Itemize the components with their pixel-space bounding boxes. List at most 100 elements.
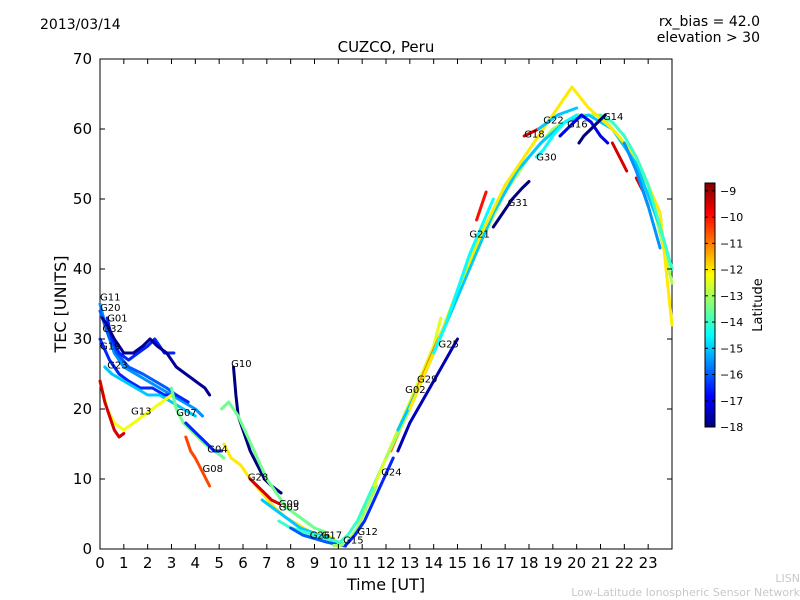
y-tick-label: 30 <box>73 330 92 348</box>
series-line <box>534 113 579 159</box>
x-tick-label: 6 <box>238 554 248 572</box>
series-label: G14 <box>603 112 623 123</box>
colorbar-tick-label: −12 <box>720 264 743 277</box>
series-line <box>332 484 378 547</box>
x-tick-label: 20 <box>567 554 586 572</box>
x-tick-label: 21 <box>591 554 610 572</box>
series-line <box>522 127 540 138</box>
series-line <box>610 141 629 173</box>
colorbar-ticks: −9 −10 −11 −12 −13 −14 −15 −16 −17 −18 <box>705 185 743 434</box>
rx-bias: rx_bias = 42.0 <box>658 14 760 30</box>
plot-frame <box>99 58 673 550</box>
colorbar-tick-label: −9 <box>720 185 736 198</box>
series-label: G31 <box>508 198 528 209</box>
series-label: G28 <box>248 472 268 483</box>
colorbar-tick-label: −18 <box>720 421 743 434</box>
x-tick-label: 5 <box>214 554 224 572</box>
series-line <box>577 113 607 145</box>
series-line <box>98 309 178 397</box>
x-tick-label: 9 <box>310 554 320 572</box>
series-label: G29 <box>417 374 437 385</box>
x-tick-label: 12 <box>376 554 395 572</box>
credit-long: Low-Latitude Ionospheric Sensor Network <box>571 586 800 599</box>
series-label: G05 <box>279 503 299 514</box>
series-line <box>491 180 531 229</box>
series-label: G24 <box>381 468 401 479</box>
series-label: G18 <box>524 129 544 140</box>
series-label: G19 <box>100 342 120 353</box>
series-line <box>100 316 212 397</box>
series-line <box>432 197 495 355</box>
y-tick-label: 0 <box>82 540 92 558</box>
series-label: G16 <box>567 120 587 131</box>
x-tick-label: 7 <box>262 554 272 572</box>
series-line <box>558 113 610 145</box>
series-line <box>184 435 212 488</box>
x-tick-label: 16 <box>472 554 491 572</box>
x-tick-label: 14 <box>424 554 443 572</box>
colorbar-tick-label: −11 <box>720 237 743 250</box>
x-tick-label: 0 <box>95 554 105 572</box>
x-tick-label: 2 <box>143 554 153 572</box>
series-label: G23 <box>107 360 127 371</box>
y-tick-label: 70 <box>73 50 92 68</box>
x-tick-label: 1 <box>119 554 129 572</box>
series-label: G09 <box>279 499 299 510</box>
y-tick-label: 60 <box>73 120 92 138</box>
colorbar-tick-label: −10 <box>720 211 743 224</box>
y-axis-label: TEC [UNITS] <box>51 256 70 354</box>
series-line <box>103 365 197 418</box>
x-tick-label: 17 <box>496 554 515 572</box>
series-label: G07 <box>176 408 196 419</box>
colorbar-tick-label: −15 <box>720 342 743 355</box>
elevation-mask: elevation > 30 <box>656 30 760 46</box>
series-label: G10 <box>231 359 251 370</box>
series-label: G32 <box>102 324 122 335</box>
x-tick-label: 13 <box>400 554 419 572</box>
series-line <box>220 400 326 533</box>
x-axis-label: Time [UT] <box>346 575 425 594</box>
colorbar-tick-label: −16 <box>720 369 743 382</box>
y-tick-label: 40 <box>73 260 92 278</box>
chart-title: CUZCO, Peru <box>338 38 435 56</box>
colorbar: −9 −10 −11 −12 −13 −14 −15 −16 −17 −18 Latitude <box>704 182 766 434</box>
series-label: G01 <box>107 314 127 325</box>
series-label: G21 <box>469 230 489 241</box>
x-tick-label: 4 <box>191 554 201 572</box>
series-label: G11 <box>100 293 120 304</box>
series-label: G04 <box>207 444 227 455</box>
series-line <box>537 106 579 131</box>
y-tick-label: 50 <box>73 190 92 208</box>
y-axis-ticks: 0 10 20 30 40 50 60 70 <box>73 50 672 558</box>
colorbar-gradient <box>704 182 716 428</box>
series-label: G02 <box>405 385 425 396</box>
series-line <box>475 190 488 222</box>
x-tick-label: 19 <box>543 554 562 572</box>
x-tick-label: 22 <box>615 554 634 572</box>
series-line <box>396 337 459 453</box>
x-tick-label: 3 <box>167 554 177 572</box>
series-label: G22 <box>543 115 563 126</box>
series-line <box>98 379 126 439</box>
series-line <box>344 456 395 547</box>
series-label: G25 <box>438 339 458 350</box>
series-line <box>184 421 224 453</box>
date-stamp: 2013/03/14 <box>40 17 121 33</box>
series-label: G15 <box>343 535 363 546</box>
colorbar-tick-label: −17 <box>720 395 743 408</box>
series-line <box>622 141 662 250</box>
series-label: G26 <box>310 531 330 542</box>
series-line <box>599 113 674 271</box>
colorbar-tick-label: −14 <box>720 316 743 329</box>
x-tick-label: 18 <box>519 554 538 572</box>
series-label: G17 <box>322 531 342 542</box>
series-label: G13 <box>131 407 151 418</box>
acquisition-params: rx_bias = 42.0 elevation > 30 <box>657 14 760 46</box>
credit-block: LISN Low-Latitude Ionospheric Sensor Net… <box>571 572 800 600</box>
colorbar-tick-label: −13 <box>720 290 743 303</box>
colorbar-label: Latitude <box>751 278 766 332</box>
series-line <box>248 477 281 505</box>
